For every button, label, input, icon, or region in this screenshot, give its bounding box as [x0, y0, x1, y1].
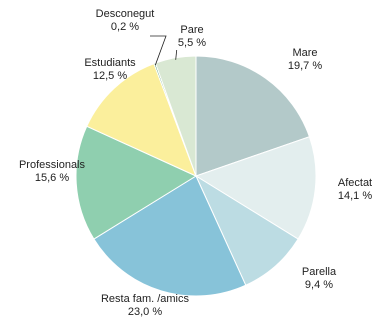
leader-line-pare: [175, 49, 178, 60]
leader-line-desconegut: [150, 35, 167, 66]
slice-label-name: Resta fam. /amics: [101, 293, 190, 305]
slice-label-name: Estudiants: [84, 57, 136, 69]
slice-label-parella: Parella 9,4 %: [302, 266, 337, 291]
slice-label-name: Mare: [292, 47, 317, 59]
pie-slice-pare: [154, 55, 197, 177]
slice-label-value: 23,0 %: [128, 306, 162, 318]
slice-label-estudiants: Estudiants 12,5 %: [84, 57, 136, 82]
slice-label-desconegut: Desconegut 0,2 %: [96, 8, 155, 33]
slice-label-value: 15,6 %: [35, 172, 69, 184]
slice-label-pare: Pare 5,5 %: [178, 24, 206, 49]
slice-label-value: 19,7 %: [288, 60, 322, 72]
pie-slice-resta-fam-amics: [93, 175, 247, 297]
pie-slice-mare: [195, 55, 311, 177]
slice-label-professionals: Professionals 15,6 %: [19, 159, 86, 184]
slice-labels: Mare 19,7 % Afectat 14,1 % Parella 9,4 % Resta…: [19, 8, 372, 318]
slice-label-name: Desconegut: [96, 8, 155, 20]
pie-slice-estudiants: [86, 62, 197, 177]
slice-label-value: 14,1 %: [338, 190, 372, 202]
slice-label-name: Parella: [302, 266, 337, 278]
slice-label-resta-fam-amics: Resta fam. /amics 23,0 %: [101, 293, 190, 318]
leader-lines: [150, 35, 178, 66]
slice-label-name: Afectat: [338, 177, 372, 189]
slice-label-value: 0,2 %: [111, 21, 139, 33]
slice-label-value: 5,5 %: [178, 37, 206, 49]
slice-label-name: Pare: [180, 24, 203, 36]
slice-label-mare: Mare 19,7 %: [288, 47, 322, 72]
slice-label-name: Professionals: [19, 159, 86, 171]
slice-label-value: 9,4 %: [305, 279, 333, 291]
slice-label-value: 12,5 %: [93, 70, 127, 82]
slice-label-afectat: Afectat 14,1 %: [338, 177, 372, 202]
pie-slices: [75, 55, 317, 297]
pie-slice-professionals: [75, 125, 198, 240]
pie-slice-afectat: [194, 136, 317, 240]
